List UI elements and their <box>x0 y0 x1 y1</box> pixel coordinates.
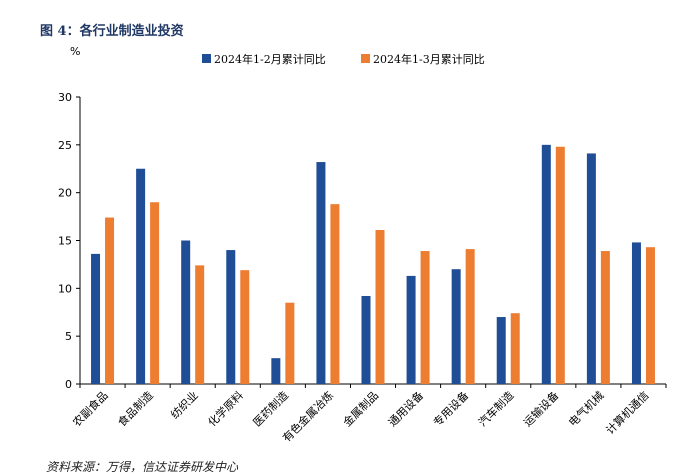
bar-series-2 <box>465 249 475 384</box>
legend-swatch-series-1 <box>202 54 211 63</box>
bar-series-1 <box>631 242 641 384</box>
y-axis-unit-label: % <box>70 45 80 58</box>
figure-title: 图 4：各行业制造业投资 <box>40 24 184 39</box>
bar-series-2 <box>645 247 655 384</box>
bar-series-2 <box>105 217 115 384</box>
x-tick-label: 运输设备 <box>520 388 561 429</box>
x-tick-label: 金属制品 <box>340 388 381 429</box>
y-tick-label: 10 <box>58 282 72 295</box>
legend-label-series-2: 2024年1-3月累计同比 <box>373 52 485 66</box>
bar-series-2 <box>330 204 340 384</box>
legend-swatch-series-2 <box>361 54 370 63</box>
x-tick-label: 汽车制造 <box>475 388 516 429</box>
bars <box>91 144 655 384</box>
bar-series-1 <box>181 240 191 384</box>
bar-series-1 <box>586 153 596 384</box>
y-tick-label: 5 <box>65 330 72 343</box>
bar-series-1 <box>226 250 236 384</box>
y-tick-label: 15 <box>58 235 72 248</box>
x-tick-label: 计算机通信 <box>603 388 652 437</box>
bar-series-1 <box>451 269 461 384</box>
bar-series-2 <box>600 251 610 384</box>
x-tick-label: 通用设备 <box>385 388 426 429</box>
y-tick-label: 25 <box>58 139 72 152</box>
x-tick-label: 专用设备 <box>430 388 471 429</box>
bar-series-2 <box>375 229 385 384</box>
bar-series-1 <box>91 253 101 384</box>
axes <box>76 96 667 388</box>
bar-series-1 <box>541 144 551 384</box>
bar-series-2 <box>555 146 565 384</box>
bar-series-2 <box>420 251 430 384</box>
x-tick-label: 化学原料 <box>205 388 246 429</box>
x-tick-label: 电气机械 <box>565 388 606 429</box>
y-tick-label: 30 <box>58 91 72 104</box>
x-tick-label: 医药制造 <box>250 388 291 429</box>
bar-series-1 <box>361 295 371 384</box>
x-tick-label: 纺织业 <box>168 388 201 421</box>
bar-series-1 <box>316 162 326 384</box>
bar-series-1 <box>406 275 416 384</box>
bar-series-2 <box>510 313 520 384</box>
bar-series-2 <box>195 265 205 384</box>
x-tick-label: 农副食品 <box>70 388 111 429</box>
bar-series-1 <box>271 358 281 384</box>
x-tick-label: 食品制造 <box>115 388 156 429</box>
legend-label-series-1: 2024年1-2月累计同比 <box>214 52 326 66</box>
bar-series-1 <box>136 168 146 384</box>
bar-series-1 <box>496 317 506 384</box>
bar-series-2 <box>240 270 250 384</box>
source-note: 资料来源：万得，信达证券研发中心 <box>46 460 239 474</box>
bar-series-2 <box>285 302 295 384</box>
y-tick-label: 0 <box>65 378 72 391</box>
y-tick-label: 20 <box>58 187 72 200</box>
legend: 2024年1-2月累计同比 2024年1-3月累计同比 <box>202 52 485 66</box>
bar-series-2 <box>150 202 160 384</box>
